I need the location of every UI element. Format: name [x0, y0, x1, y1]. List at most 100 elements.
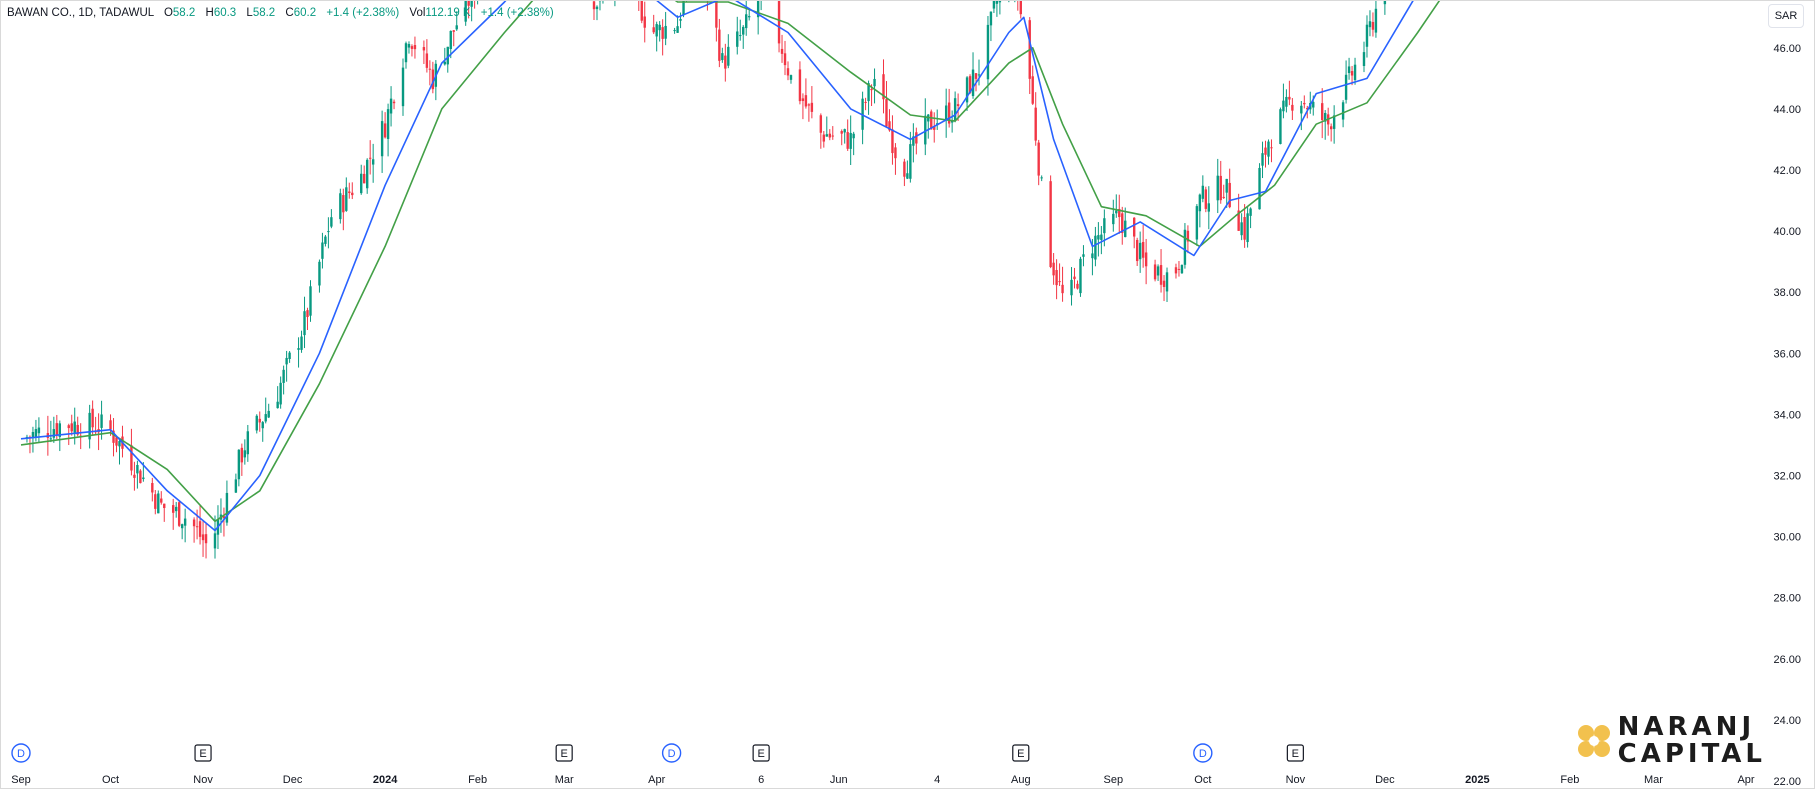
candle-body [1368, 21, 1372, 28]
candle-body [1135, 239, 1139, 262]
candle-body [882, 74, 885, 100]
candle-body [449, 30, 452, 49]
candle-body [947, 102, 951, 124]
candle-body [1222, 196, 1225, 198]
x-axis-tick-label: Oct [102, 774, 119, 786]
candle-body [198, 521, 202, 537]
candle-body [321, 242, 324, 259]
candle-body [1323, 112, 1327, 122]
candle-body [1055, 270, 1058, 286]
candle-body [157, 493, 160, 514]
candle-body [745, 14, 748, 29]
candle-body [234, 479, 238, 493]
x-axis-tick-label: Dec [283, 774, 303, 786]
candle-body [1186, 230, 1190, 242]
x-axis-tick-label: Sep [1104, 774, 1124, 786]
candle-body [1079, 258, 1082, 294]
candle-body [1282, 100, 1285, 112]
x-axis-tick-label: 2024 [373, 774, 398, 786]
candle-body [455, 25, 458, 30]
earnings-event-icon [1286, 744, 1304, 762]
ma-fast-line [20, 1, 1414, 532]
y-axis-tick-label: 26.00 [1773, 654, 1801, 666]
earnings-event-icon [752, 744, 770, 762]
candle-body [1100, 234, 1103, 240]
candle-body [915, 132, 918, 144]
x-axis-tick-label: 4 [934, 774, 940, 786]
x-axis-tick-label: Jun [830, 774, 848, 786]
candle-body [592, 1, 596, 10]
candle-body [1159, 265, 1163, 285]
x-axis-tick-label: Dec [1375, 774, 1395, 786]
event-marker-label: D [668, 748, 676, 760]
candle-body [1040, 177, 1043, 179]
candle-body [267, 410, 270, 418]
candle-body [297, 348, 300, 350]
dividend-event-icon [11, 743, 31, 763]
candle-body [413, 45, 417, 50]
candle-body [1183, 229, 1187, 265]
y-axis-tick-label: 30.00 [1773, 532, 1801, 544]
candle-body [852, 133, 855, 139]
y-axis-tick-label: 24.00 [1773, 715, 1801, 727]
candle-body [1094, 235, 1097, 260]
candle-body [828, 133, 831, 138]
candle-body [933, 126, 936, 130]
candle-body [840, 131, 843, 134]
candle-body [246, 431, 250, 455]
currency-button[interactable]: SAR [1768, 4, 1804, 28]
open-label: O [163, 7, 173, 19]
ma-slow-line [20, 1, 1441, 523]
candle-body [383, 123, 387, 138]
y-axis-tick-label: 44.00 [1773, 104, 1801, 116]
candle-body [1246, 213, 1249, 243]
candle-body [183, 518, 187, 526]
candle-body [1177, 268, 1181, 270]
candle-body [1091, 253, 1094, 259]
symbol-title: BAWAN CO., 1D, TADAWUL [7, 7, 154, 19]
candle-body [195, 526, 199, 528]
candle-body [1312, 101, 1315, 108]
candle-body [998, 1, 1002, 3]
candle-body [368, 157, 372, 159]
candle-body [192, 519, 196, 527]
event-marker-label: D [17, 748, 25, 760]
candle-body [1365, 24, 1369, 47]
candle-body [721, 53, 724, 61]
y-axis-tick-label: 40.00 [1773, 226, 1801, 238]
candle-body [139, 470, 142, 484]
candle-body [1121, 213, 1124, 234]
candle-body [1198, 194, 1202, 212]
candle-body [115, 437, 118, 446]
candle-body [971, 69, 975, 97]
candle-body [31, 432, 35, 439]
candle-body [201, 534, 205, 541]
candle-body [160, 498, 163, 503]
candle-body [264, 414, 267, 422]
candle-body [888, 121, 891, 131]
candle-body [1103, 218, 1106, 234]
event-marker-label: E [199, 748, 206, 760]
candle-body [76, 424, 79, 435]
candle-body [276, 401, 279, 409]
candle-body [989, 11, 993, 26]
candle-body [1207, 203, 1211, 212]
candle-body [664, 25, 667, 39]
candle-body [1141, 241, 1145, 258]
candle-body [986, 24, 990, 80]
candle-body [360, 173, 363, 194]
event-marker-label: E [757, 748, 764, 760]
candle-body [300, 336, 303, 350]
candle-body [1240, 222, 1243, 236]
candle-body [1249, 208, 1252, 216]
candle-body [258, 418, 261, 423]
candle-body [1332, 115, 1336, 129]
candle-body [885, 99, 888, 127]
dividend-event-icon [661, 743, 682, 763]
candle-body [52, 429, 56, 438]
candle-body [682, 1, 685, 15]
candle-body [136, 464, 139, 474]
candle-body [1061, 284, 1064, 294]
